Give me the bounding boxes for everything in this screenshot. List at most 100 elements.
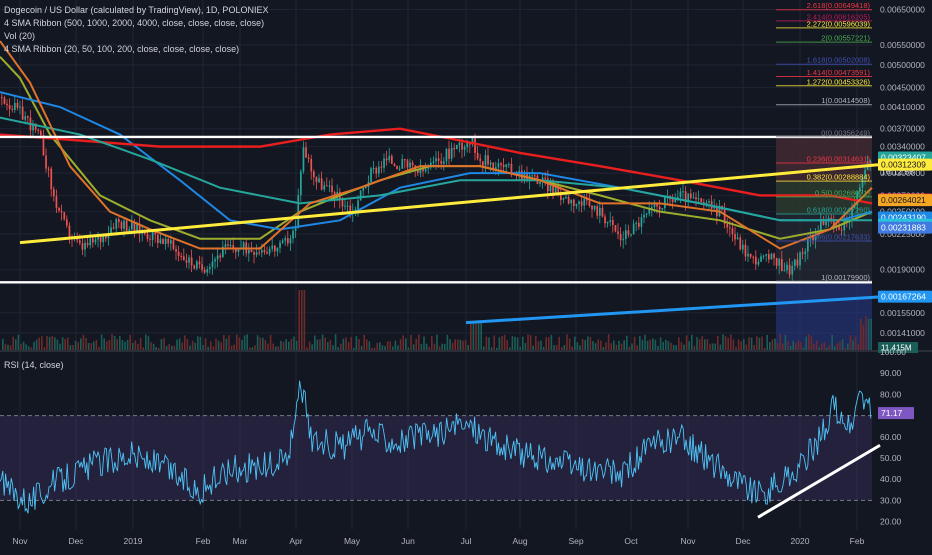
volume-bar [399,339,402,350]
volume-bar [753,345,755,350]
candle-body [729,227,731,229]
volume-bar [228,335,230,350]
candle-body [365,186,367,189]
x-axis-tick: Apr [289,536,302,546]
candle-body [445,148,448,162]
price-badge-bg [878,290,932,303]
rsi-legend[interactable]: RSI (14, close) [4,360,64,370]
candle-body [349,205,352,214]
fib-zone-mid [776,181,872,215]
candle-body [765,254,768,256]
volume-bar [178,338,181,350]
candle-body [820,219,822,231]
candle-body [489,162,492,165]
volume-bar [857,343,859,350]
candle-body [788,264,791,275]
candle-body [560,193,562,200]
volume-bar [623,340,625,350]
volume-bar [800,342,802,350]
x-axis-tick: Feb [196,536,211,546]
candle-body [671,199,674,203]
fib-level-label: 0.382(0.00288884) [807,173,871,182]
candle-body [170,240,172,244]
volume-bar [33,341,35,350]
candle-body [27,116,29,118]
price-badge[interactable]: 0.00231883 [878,221,932,234]
volume-bar [230,345,233,350]
candle-body [492,162,495,170]
candle-body [547,178,549,192]
candle-body [248,249,250,254]
rsi-axis-tick: 60.00 [880,432,902,442]
volume-bar [48,337,51,350]
volume-bar [748,337,750,350]
rsi-value-badge-bg [878,407,914,420]
indicator-legend-volume[interactable]: Vol (20) [4,31,36,41]
candle-body [443,161,445,164]
volume-bar [758,337,761,350]
volume-bar [459,339,462,350]
volume-bar [246,334,248,350]
volume-bar [605,342,607,350]
indicator-legend-sma-ribbon-long[interactable]: 4 SMA Ribbon (500, 1000, 2000, 4000, clo… [4,18,265,28]
volume-bar [675,345,677,350]
volume-bar [347,342,350,350]
volume-bar [490,347,493,350]
volume-bar [657,345,659,350]
indicator-legend-sma-ribbon-short[interactable]: 4 SMA Ribbon (20, 50, 100, 200, close, c… [4,44,240,54]
candle-body [419,167,422,173]
candle-body [287,238,289,244]
candle-body [183,256,185,261]
volume-bar [126,339,129,350]
price-axis-tick: 0.00500000 [880,60,925,70]
volume-bar [831,334,833,350]
candle-body [292,230,294,239]
volume-bar [610,343,612,350]
volume-bar [823,342,826,350]
volume-bar [87,343,90,350]
volume-bar [433,343,436,350]
candle-body [175,248,177,252]
volume-bar [360,346,363,350]
candle-body [471,137,474,145]
price-badge[interactable]: 0.00264021 [878,194,932,207]
volume-bar [680,342,683,350]
volume-bar [626,335,628,350]
volume-bar [506,340,508,350]
volume-bar [152,343,155,350]
candle-body [417,170,419,173]
candle-body [869,160,872,163]
volume-bar [405,338,407,350]
candle-body [110,227,112,234]
volume-bar [802,347,805,350]
volume-bar [61,337,64,350]
volume-bar [672,344,675,350]
candle-body [640,217,643,227]
volume-bar [553,345,555,350]
candle-body [281,240,284,243]
volume-bar [779,334,781,350]
volume-bar [685,335,688,350]
price-badge[interactable]: 0.00312309 [878,158,932,171]
volume-bar [59,343,61,350]
candle-body [99,236,102,243]
candle-body [258,252,261,254]
x-axis-tick: Oct [624,536,638,546]
volume-bar [789,345,792,350]
rsi-line [0,380,872,514]
volume-bar [436,334,438,350]
candle-body [359,190,362,201]
volume-bar [233,344,235,350]
volume-bar [389,341,391,350]
candle-body [279,242,281,248]
volume-bar [860,318,862,350]
volume-bar [639,335,641,350]
candle-body [294,227,297,231]
price-badge[interactable]: 0.00167264 [878,290,932,303]
candle-body [510,164,513,174]
candle-body [37,129,40,132]
volume-bar [69,345,72,350]
volume-bar [249,347,251,350]
